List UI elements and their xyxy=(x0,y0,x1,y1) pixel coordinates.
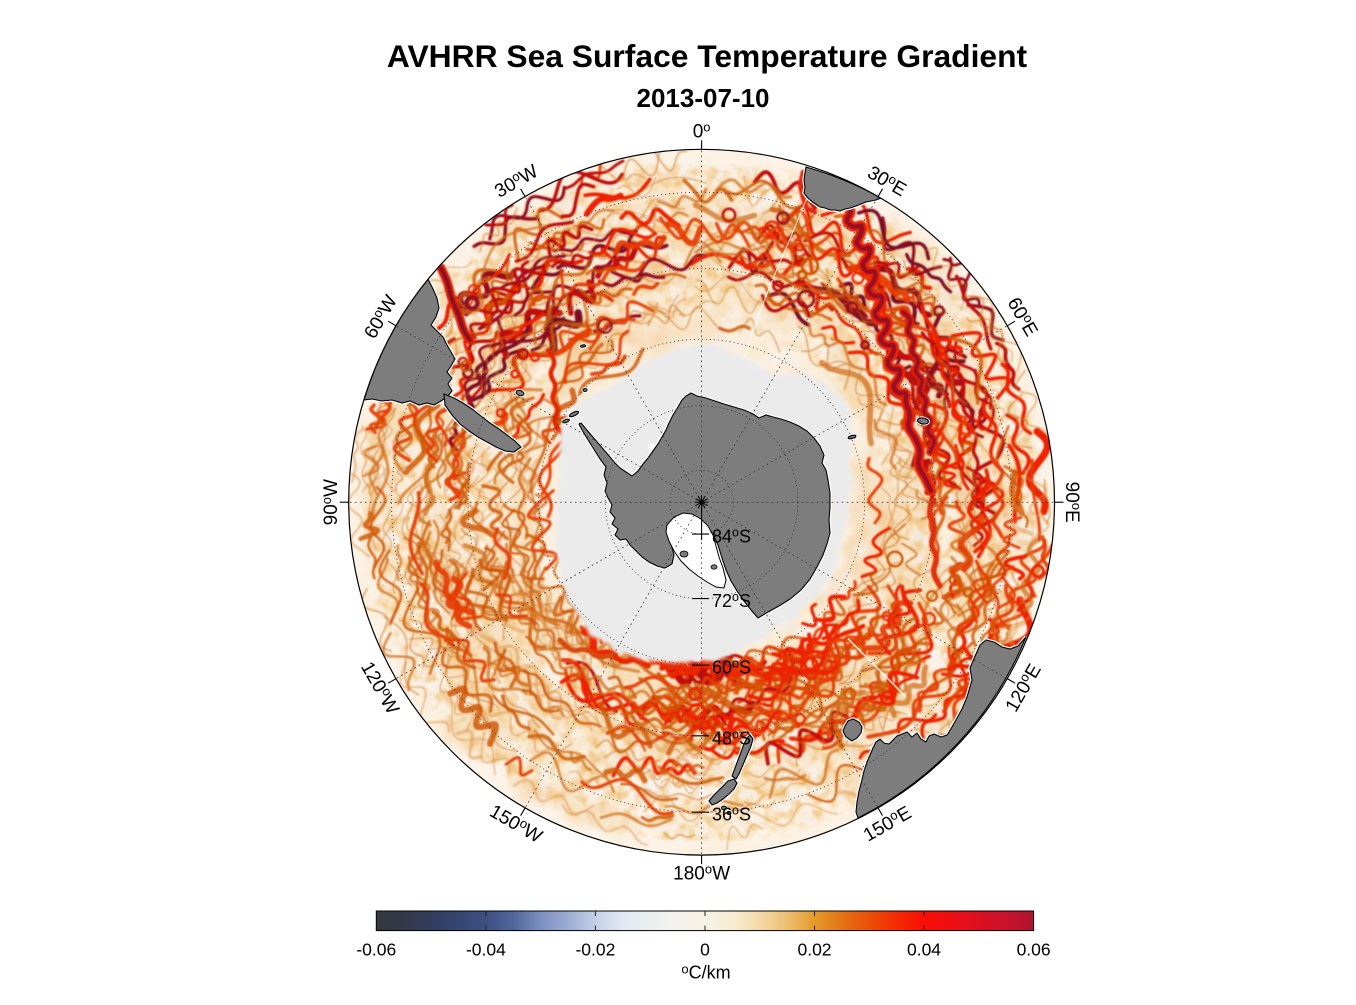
svg-text:90oW: 90oW xyxy=(319,479,342,525)
svg-text:60oS: 60oS xyxy=(712,657,751,678)
svg-text:oC/km: oC/km xyxy=(681,962,730,983)
svg-text:AVHRR Sea Surface Temperature: AVHRR Sea Surface Temperature Gradient xyxy=(387,38,1028,74)
svg-text:36oS: 36oS xyxy=(712,804,751,825)
svg-text:0: 0 xyxy=(700,940,710,960)
svg-text:-0.02: -0.02 xyxy=(575,940,615,960)
svg-text:-0.06: -0.06 xyxy=(356,940,396,960)
svg-text:90oE: 90oE xyxy=(1061,482,1084,523)
svg-text:-0.04: -0.04 xyxy=(466,940,506,960)
svg-text:48oS: 48oS xyxy=(712,727,751,748)
svg-text:0.06: 0.06 xyxy=(1017,940,1051,960)
svg-text:72oS: 72oS xyxy=(712,590,751,611)
svg-text:180oW: 180oW xyxy=(673,862,730,885)
svg-text:84oS: 84oS xyxy=(712,526,751,547)
svg-text:0.02: 0.02 xyxy=(797,940,831,960)
svg-text:0.04: 0.04 xyxy=(907,940,941,960)
svg-text:2013-07-10: 2013-07-10 xyxy=(637,83,770,113)
